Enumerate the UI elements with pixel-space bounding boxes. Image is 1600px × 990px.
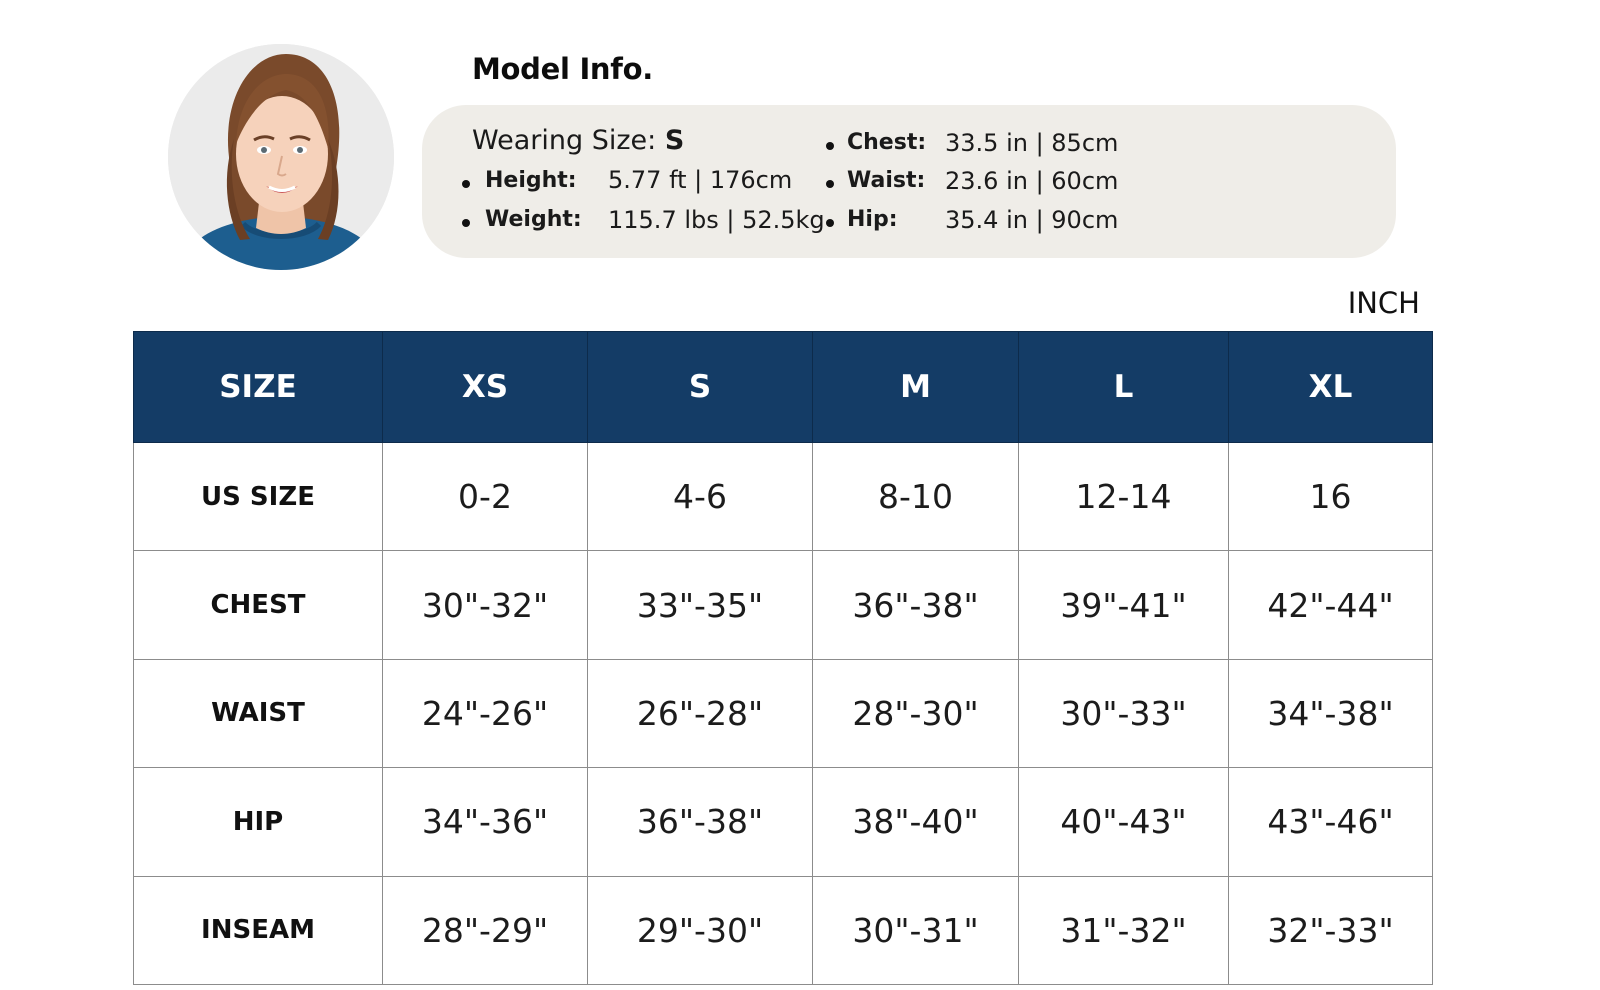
table-cell: 36"-38" <box>812 550 1019 660</box>
table-cell: 42"-44" <box>1228 550 1433 660</box>
stat-waist-label: Waist: <box>847 168 926 193</box>
table-cell: 43"-46" <box>1228 767 1433 877</box>
table-row: HIP 34"-36" 36"-38" 38"-40" 40"-43" 43"-… <box>133 767 1433 877</box>
stat-weight-label: Weight: <box>485 207 582 232</box>
wearing-size-value: S <box>664 125 685 156</box>
stat-hip-label: Hip: <box>847 207 898 232</box>
header-size: SIZE <box>133 331 383 443</box>
table-cell: 40"-43" <box>1018 767 1229 877</box>
model-info-panel <box>422 105 1396 258</box>
row-label-us-size: US SIZE <box>133 441 383 552</box>
table-cell: 39"-41" <box>1018 550 1229 660</box>
table-cell: 30"-31" <box>812 875 1019 986</box>
model-info-title: Model Info. <box>472 52 653 86</box>
table-cell: 4-6 <box>587 441 813 552</box>
table-cell: 33"-35" <box>587 550 813 660</box>
table-cell: 32"-33" <box>1228 875 1433 986</box>
stat-waist-value: 23.6 in | 60cm <box>945 167 1119 195</box>
table-row: WAIST 24"-26" 26"-28" 28"-30" 30"-33" 34… <box>133 658 1433 769</box>
size-chart-table: SIZE XS S M L XL US SIZE 0-2 4-6 8-10 12… <box>133 331 1433 986</box>
table-cell: 8-10 <box>812 441 1019 552</box>
row-label-chest: CHEST <box>133 550 383 660</box>
table-cell: 28"-29" <box>382 875 588 986</box>
bullet-icon <box>826 219 834 227</box>
bullet-icon <box>462 180 470 188</box>
table-cell: 28"-30" <box>812 658 1019 769</box>
stat-chest-label: Chest: <box>847 130 927 155</box>
header-row: SIZE XS S M L XL <box>133 331 1433 443</box>
model-photo <box>168 44 394 270</box>
row-label-waist: WAIST <box>133 658 383 769</box>
wearing-size: Wearing Size: S <box>472 125 684 156</box>
table-cell: 29"-30" <box>587 875 813 986</box>
table-cell: 34"-36" <box>382 767 588 877</box>
table-cell: 26"-28" <box>587 658 813 769</box>
table-cell: 16 <box>1228 441 1433 552</box>
table-cell: 12-14 <box>1018 441 1229 552</box>
table-cell: 24"-26" <box>382 658 588 769</box>
table-row: CHEST 30"-32" 33"-35" 36"-38" 39"-41" 42… <box>133 550 1433 660</box>
row-label-hip: HIP <box>133 767 383 877</box>
wearing-size-label: Wearing Size: <box>472 125 657 156</box>
stat-height-label: Height: <box>485 168 577 193</box>
table-row: US SIZE 0-2 4-6 8-10 12-14 16 <box>133 441 1433 552</box>
stat-hip-value: 35.4 in | 90cm <box>945 206 1119 234</box>
table-cell: 36"-38" <box>587 767 813 877</box>
table-cell: 38"-40" <box>812 767 1019 877</box>
row-label-inseam: INSEAM <box>133 875 383 986</box>
header-xs: XS <box>382 331 588 443</box>
table-cell: 31"-32" <box>1018 875 1229 986</box>
header-m: M <box>812 331 1019 443</box>
table-row: INSEAM 28"-29" 29"-30" 30"-31" 31"-32" 3… <box>133 875 1433 986</box>
bullet-icon <box>462 219 470 227</box>
stat-chest-value: 33.5 in | 85cm <box>945 129 1119 157</box>
table-cell: 30"-32" <box>382 550 588 660</box>
bullet-icon <box>826 142 834 150</box>
header-l: L <box>1018 331 1229 443</box>
stat-height-value: 5.77 ft | 176cm <box>608 166 793 194</box>
header-s: S <box>587 331 813 443</box>
table-cell: 0-2 <box>382 441 588 552</box>
bullet-icon <box>826 180 834 188</box>
table-cell: 30"-33" <box>1018 658 1229 769</box>
unit-label: INCH <box>1347 286 1420 320</box>
header-xl: XL <box>1228 331 1433 443</box>
stat-weight-value: 115.7 lbs | 52.5kg <box>608 206 825 234</box>
table-cell: 34"-38" <box>1228 658 1433 769</box>
